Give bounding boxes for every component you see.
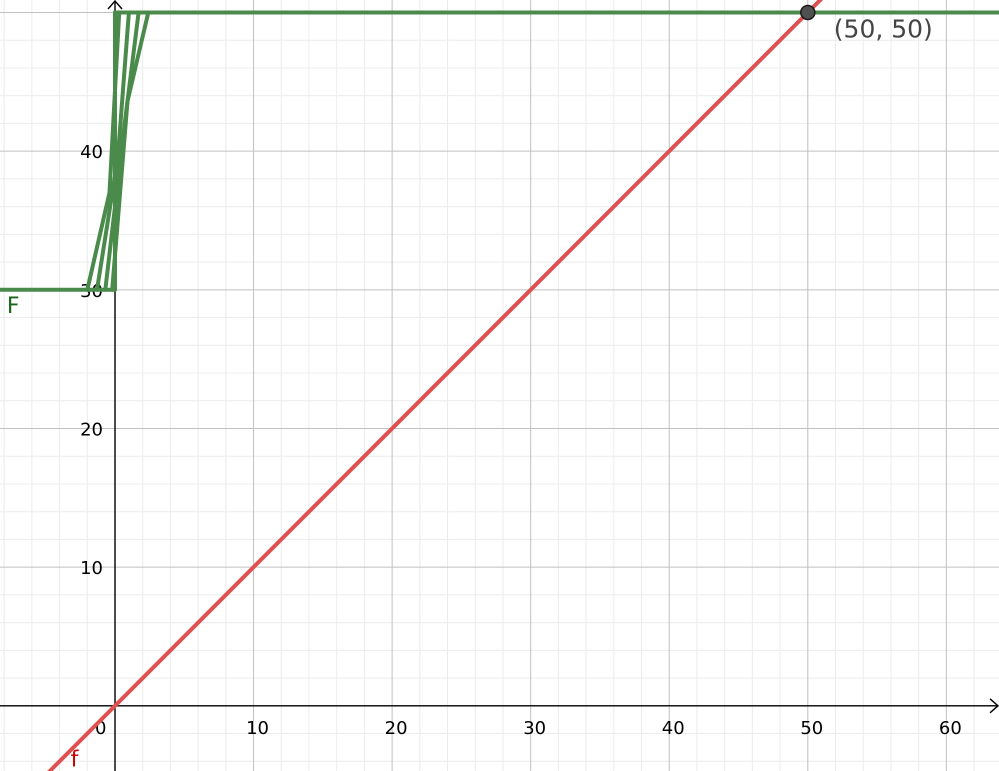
curve-label-F: F [7, 294, 20, 319]
point-label: (50, 50) [834, 14, 933, 43]
x-tick-label: 20 [385, 718, 408, 739]
y-tick-label: 40 [80, 142, 103, 163]
series-f3-line [95, 10, 131, 292]
point-marker [800, 4, 816, 21]
curve-labels: Ff [7, 294, 80, 771]
x-tick-label: 50 [800, 718, 823, 739]
point-layer: (50, 50) [800, 4, 933, 43]
series-F-line [0, 10, 999, 292]
y-tick-label: 20 [80, 419, 103, 440]
series-f-line [47, 0, 824, 771]
y-axis-arrow [107, 0, 123, 10]
series-f5-line [110, 10, 151, 292]
series-f2-line [85, 10, 122, 292]
x-tick-label: 0 [95, 718, 106, 739]
x-tick-label: 30 [523, 718, 546, 739]
curve-label-f: f [71, 747, 80, 771]
x-tick-label: 10 [246, 718, 269, 739]
x-tick-label: 40 [662, 718, 685, 739]
x-axis-arrow [989, 698, 999, 714]
y-tick-label: 10 [80, 558, 103, 579]
x-tick-label: 60 [939, 718, 962, 739]
